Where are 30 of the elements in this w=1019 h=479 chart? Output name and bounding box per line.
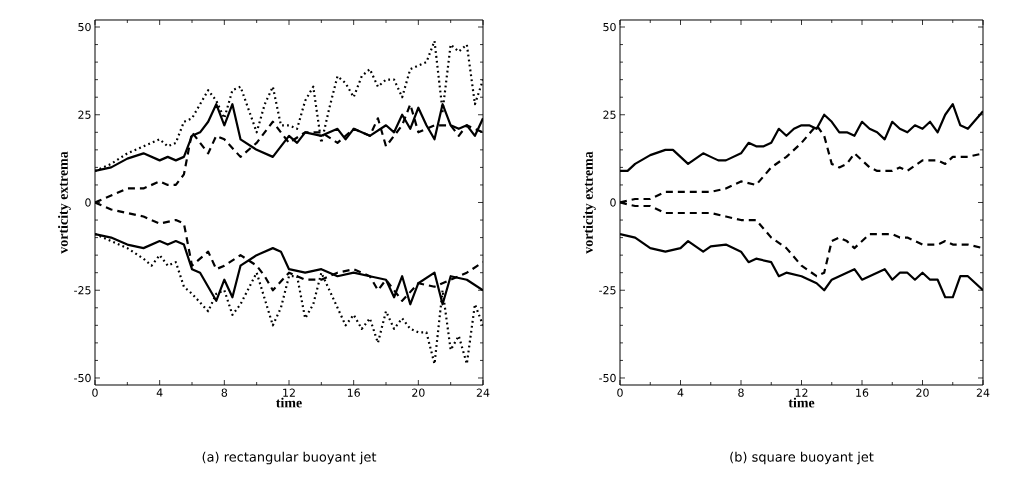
x-tick-label: 8 (221, 388, 228, 397)
y-axis-title: vorticity extrema (583, 151, 596, 254)
x-tick-label: 8 (738, 388, 744, 397)
x-tick-label: 16 (856, 388, 869, 397)
y-tick-label: -25 (74, 286, 91, 295)
x-tick-label: 0 (617, 388, 623, 397)
text: (a) rectangular buoyant jet (202, 451, 377, 465)
x-tick-label: 24 (476, 388, 490, 397)
y-tick-label: 25 (78, 110, 91, 119)
y-tick-label: -25 (599, 286, 616, 295)
y-tick-label: 25 (603, 110, 616, 119)
x-axis-title: time (788, 397, 815, 408)
y-tick-label: 0 (85, 198, 91, 207)
x-tick-label: 4 (677, 388, 684, 397)
x-tick-label: 12 (795, 388, 808, 397)
x-tick-label: 4 (156, 388, 163, 397)
x-axis-title: time (276, 397, 302, 408)
x-tick-label: 16 (347, 388, 360, 397)
y-tick-label: -50 (74, 373, 91, 383)
y-tick-label: 0 (610, 198, 616, 207)
x-tick-label: 12 (283, 388, 295, 397)
x-tick-label: 24 (976, 388, 990, 397)
text: (b) square buoyant jet (730, 451, 874, 465)
y-tick-label: 50 (603, 22, 616, 32)
x-tick-label: 20 (916, 388, 929, 397)
y-tick-label: 50 (78, 22, 91, 32)
y-tick-label: -50 (599, 373, 616, 383)
x-tick-label: 20 (412, 388, 425, 397)
y-axis-title: vorticity extrema (58, 151, 71, 254)
x-tick-label: 0 (92, 388, 98, 397)
